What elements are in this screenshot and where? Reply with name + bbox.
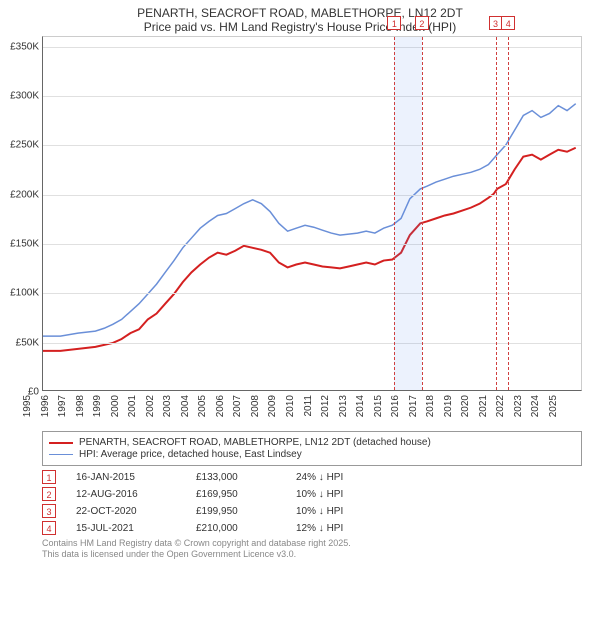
ytick-label: £200K	[1, 189, 39, 200]
chart-lines-svg	[43, 37, 581, 390]
sales-marker: 4	[42, 521, 56, 535]
legend-swatch	[49, 442, 73, 444]
sale-marker-box: 4	[501, 16, 515, 30]
gridline	[43, 96, 581, 97]
gridline	[43, 293, 581, 294]
sales-marker: 2	[42, 487, 56, 501]
sales-date: 22-OCT-2020	[76, 506, 176, 517]
legend-item: PENARTH, SEACROFT ROAD, MABLETHORPE, LN1…	[49, 437, 575, 448]
sales-table: 1 16-JAN-2015 £133,000 24% ↓ HPI 2 12-AUG-201…	[42, 470, 582, 535]
legend-label: HPI: Average price, detached house, East…	[79, 449, 302, 460]
sales-diff: 10% ↓ HPI	[296, 506, 386, 517]
sale-marker-line	[496, 37, 497, 390]
sales-row: 2 12-AUG-2016 £169,950 10% ↓ HPI	[42, 487, 582, 501]
x-axis: 1995199619971998199920002001200220032004…	[42, 391, 582, 427]
sales-price: £199,950	[196, 506, 276, 517]
gridline	[43, 343, 581, 344]
copyright-line2: This data is licensed under the Open Gov…	[42, 549, 582, 560]
sales-diff: 24% ↓ HPI	[296, 472, 386, 483]
sales-price: £210,000	[196, 523, 276, 534]
ytick-label: £50K	[1, 337, 39, 348]
chart-plot-area: £0£50K£100K£150K£200K£250K£300K£350K1234	[42, 36, 582, 391]
xtick-label: 2025	[548, 395, 588, 417]
copyright: Contains HM Land Registry data © Crown c…	[42, 538, 582, 560]
sales-price: £133,000	[196, 472, 276, 483]
sales-row: 1 16-JAN-2015 £133,000 24% ↓ HPI	[42, 470, 582, 484]
sale-marker-line	[422, 37, 423, 390]
sales-diff: 10% ↓ HPI	[296, 489, 386, 500]
ytick-label: £350K	[1, 41, 39, 52]
sale-marker-line	[508, 37, 509, 390]
gridline	[43, 145, 581, 146]
sale-marker-box: 1	[387, 16, 401, 30]
legend: PENARTH, SEACROFT ROAD, MABLETHORPE, LN1…	[42, 431, 582, 466]
ytick-label: £300K	[1, 91, 39, 102]
ytick-label: £150K	[1, 239, 39, 250]
ownership-band	[394, 37, 422, 390]
sales-date: 16-JAN-2015	[76, 472, 176, 483]
legend-swatch	[49, 454, 73, 455]
gridline	[43, 244, 581, 245]
sales-diff: 12% ↓ HPI	[296, 523, 386, 534]
ytick-label: £250K	[1, 140, 39, 151]
sales-marker: 3	[42, 504, 56, 518]
sales-date: 12-AUG-2016	[76, 489, 176, 500]
sales-row: 4 15-JUL-2021 £210,000 12% ↓ HPI	[42, 521, 582, 535]
legend-label: PENARTH, SEACROFT ROAD, MABLETHORPE, LN1…	[79, 437, 431, 448]
sales-row: 3 22-OCT-2020 £199,950 10% ↓ HPI	[42, 504, 582, 518]
legend-item: HPI: Average price, detached house, East…	[49, 449, 575, 460]
sales-date: 15-JUL-2021	[76, 523, 176, 534]
gridline	[43, 195, 581, 196]
sales-price: £169,950	[196, 489, 276, 500]
copyright-line1: Contains HM Land Registry data © Crown c…	[42, 538, 582, 549]
ytick-label: £100K	[1, 288, 39, 299]
gridline	[43, 47, 581, 48]
sale-marker-line	[394, 37, 395, 390]
sales-marker: 1	[42, 470, 56, 484]
sale-marker-box: 2	[415, 16, 429, 30]
